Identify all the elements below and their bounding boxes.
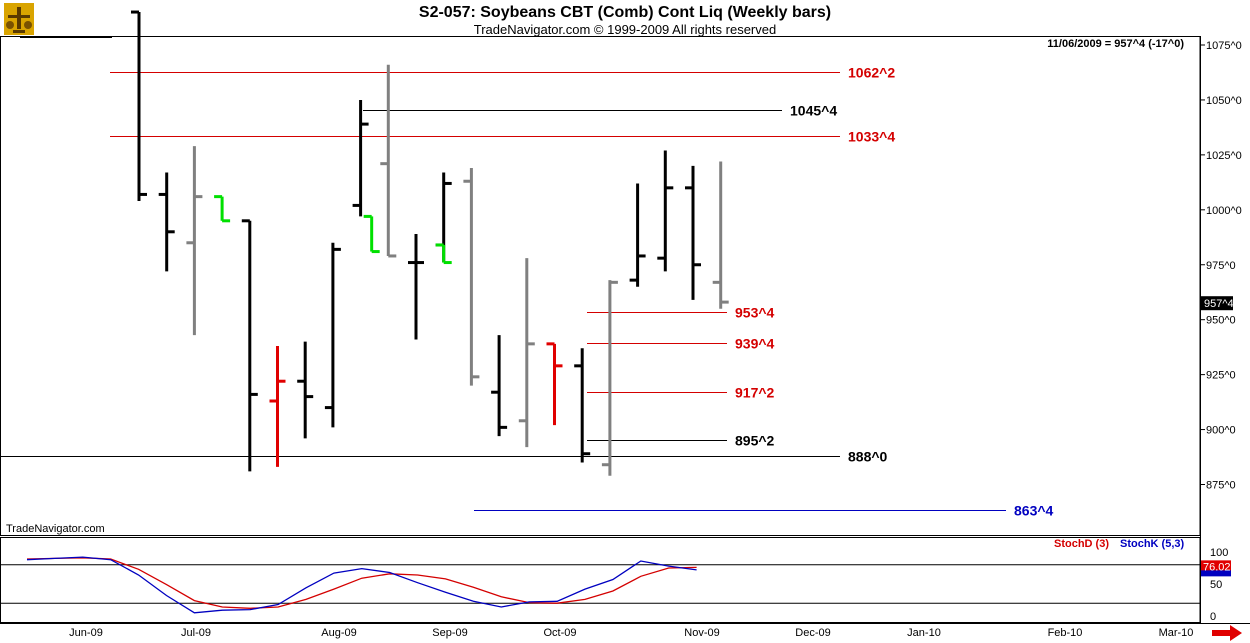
last-quote-label: 11/06/2009 = 957^4 (-17^0) bbox=[1047, 38, 1184, 50]
level-label-953^4: 953^4 bbox=[735, 305, 775, 321]
ohlc-bar bbox=[518, 258, 535, 448]
ohlc-bar bbox=[601, 280, 618, 476]
ohlc-bar bbox=[352, 99, 369, 217]
ohlc-bar bbox=[574, 348, 591, 463]
price-tick-label: 975^0 bbox=[1206, 260, 1236, 272]
level-label-939^4: 939^4 bbox=[735, 336, 775, 352]
ohlc-bar bbox=[657, 150, 674, 272]
ohlc-bar bbox=[363, 214, 380, 254]
price-tick-label: 1025^0 bbox=[1206, 150, 1242, 162]
price-tick-label: 1000^0 bbox=[1206, 205, 1242, 217]
level-label-1062^2: 1062^2 bbox=[848, 65, 895, 81]
copyright-subtitle: TradeNavigator.com © 1999-2009 All right… bbox=[473, 22, 777, 37]
stoch-series-red bbox=[26, 557, 697, 609]
chart-title: S2-057: Soybeans CBT (Comb) Cont Liq (We… bbox=[418, 4, 832, 21]
stoch-tick-label: 50 bbox=[1210, 579, 1222, 591]
price-tick-label: 925^0 bbox=[1206, 370, 1236, 382]
stoch-tick-label: 0 bbox=[1210, 611, 1216, 623]
time-tick-label: Sep-09 bbox=[432, 627, 467, 639]
stoch-series-blue bbox=[26, 556, 697, 614]
ohlc-bar bbox=[463, 168, 480, 386]
tradenavigator-logo-icon bbox=[4, 3, 34, 35]
time-tick-label: Aug-09 bbox=[321, 627, 356, 639]
stoch-k-legend: StochK (5,3) bbox=[1120, 538, 1185, 550]
stoch-last-value-label: 76.02 bbox=[1203, 561, 1231, 573]
time-tick-label: Oct-09 bbox=[543, 627, 576, 639]
stoch-d-legend: StochD (3) bbox=[1054, 538, 1109, 550]
ohlc-bar bbox=[546, 342, 563, 426]
watermark-label: TradeNavigator.com bbox=[6, 523, 105, 535]
last-price-label: 957^4 bbox=[1204, 298, 1234, 310]
ohlc-bar bbox=[131, 10, 147, 202]
ohlc-bar bbox=[241, 219, 258, 472]
ohlc-bar bbox=[269, 346, 286, 467]
stoch-last-marker-k bbox=[1201, 570, 1231, 577]
ohlc-bar bbox=[685, 165, 701, 300]
ohlc-bar bbox=[186, 146, 203, 336]
time-tick-label: Jan-10 bbox=[907, 627, 941, 639]
time-tick-label: Dec-09 bbox=[795, 627, 830, 639]
time-tick-label: Jun-09 bbox=[69, 627, 103, 639]
time-tick-label: Mar-10 bbox=[1159, 627, 1194, 639]
stoch-last-marker bbox=[1201, 560, 1231, 575]
level-label-895^2: 895^2 bbox=[735, 433, 775, 449]
price-panel-frame bbox=[0, 36, 1201, 536]
ohlc-bar bbox=[380, 64, 397, 258]
level-label-888^0: 888^0 bbox=[848, 449, 888, 465]
last-price-marker bbox=[1201, 296, 1233, 311]
price-tick-label: 1050^0 bbox=[1206, 95, 1242, 107]
ohlc-bar bbox=[491, 335, 508, 437]
ohlc-bar bbox=[408, 233, 424, 340]
scroll-right-arrow-icon[interactable] bbox=[1212, 625, 1242, 641]
price-tick-label: 875^0 bbox=[1206, 480, 1236, 492]
ohlc-bar bbox=[324, 242, 341, 428]
level-label-917^2: 917^2 bbox=[735, 385, 775, 401]
level-label-863^4: 863^4 bbox=[1014, 503, 1054, 519]
time-tick-label: Feb-10 bbox=[1048, 627, 1083, 639]
level-label-1045^4: 1045^4 bbox=[790, 103, 837, 119]
ohlc-bar bbox=[712, 161, 729, 309]
price-tick-label: 900^0 bbox=[1206, 425, 1236, 437]
ohlc-bar bbox=[629, 183, 646, 287]
time-tick-label: Jul-09 bbox=[181, 627, 211, 639]
price-tick-label: 950^0 bbox=[1206, 315, 1236, 327]
price-tick-label: 1075^0 bbox=[1206, 40, 1242, 52]
level-label-1033^4: 1033^4 bbox=[848, 129, 895, 145]
stoch-panel-frame bbox=[0, 537, 1201, 623]
ohlc-bar bbox=[435, 243, 452, 265]
ohlc-bar bbox=[214, 195, 231, 223]
ohlc-bar bbox=[435, 172, 452, 263]
ohlc-bar bbox=[297, 341, 314, 439]
stoch-tick-label: 100 bbox=[1210, 547, 1228, 559]
time-tick-label: Nov-09 bbox=[684, 627, 719, 639]
ohlc-bar bbox=[158, 172, 175, 272]
